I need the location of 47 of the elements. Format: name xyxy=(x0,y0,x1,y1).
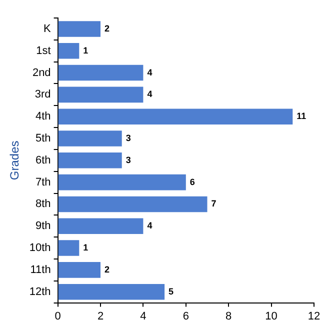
bar xyxy=(58,108,293,124)
bar xyxy=(58,21,101,37)
y-tick-label: 4th xyxy=(36,110,51,123)
data-label: 5 xyxy=(168,286,174,296)
y-tick-label: 12th xyxy=(29,286,51,298)
y-tick-label: 5th xyxy=(36,132,51,145)
y-tick-label: 6th xyxy=(36,154,51,166)
y-tick-label: 3rd xyxy=(34,88,51,101)
bar xyxy=(58,174,186,190)
data-label: 6 xyxy=(190,176,195,187)
x-tick-label: 10 xyxy=(265,310,278,322)
y-tick-label: 9th xyxy=(36,220,51,232)
x-tick-label: 6 xyxy=(182,310,189,322)
x-tick-label: 4 xyxy=(140,310,146,322)
y-tick-label: 11th xyxy=(30,264,51,276)
bar xyxy=(58,284,165,300)
data-label: 2 xyxy=(104,264,110,274)
data-label: 2 xyxy=(104,23,110,34)
y-tick-label: K xyxy=(43,22,52,35)
bar xyxy=(58,152,122,168)
data-label: 1 xyxy=(83,242,88,253)
bar xyxy=(58,42,80,59)
y-tick-label: 8th xyxy=(36,198,51,210)
data-label: 4 xyxy=(147,220,152,231)
x-tick-label: 2 xyxy=(97,310,104,322)
bar xyxy=(58,218,144,234)
data-label: 7 xyxy=(211,198,216,209)
data-label: 4 xyxy=(147,89,152,100)
bar xyxy=(58,130,122,146)
y-tick-label: 10th xyxy=(29,242,51,254)
x-tick-label: 0 xyxy=(54,310,61,322)
bar xyxy=(58,196,208,212)
x-tick-label: 8 xyxy=(226,310,232,322)
data-label: 3 xyxy=(126,154,131,165)
bar xyxy=(58,262,101,278)
y-tick-label: 2nd xyxy=(32,66,51,79)
y-tick-label: 1st xyxy=(36,44,51,57)
bar xyxy=(58,64,144,81)
y-axis-title: Grades xyxy=(8,140,22,180)
data-label: 11 xyxy=(296,111,306,122)
y-tick-label: 7th xyxy=(36,176,51,188)
data-label: 3 xyxy=(126,132,131,143)
bar xyxy=(58,240,80,256)
data-label: 4 xyxy=(147,67,152,78)
bar xyxy=(58,86,144,103)
x-tick-label: 12 xyxy=(308,310,320,322)
data-label: 1 xyxy=(83,45,88,56)
